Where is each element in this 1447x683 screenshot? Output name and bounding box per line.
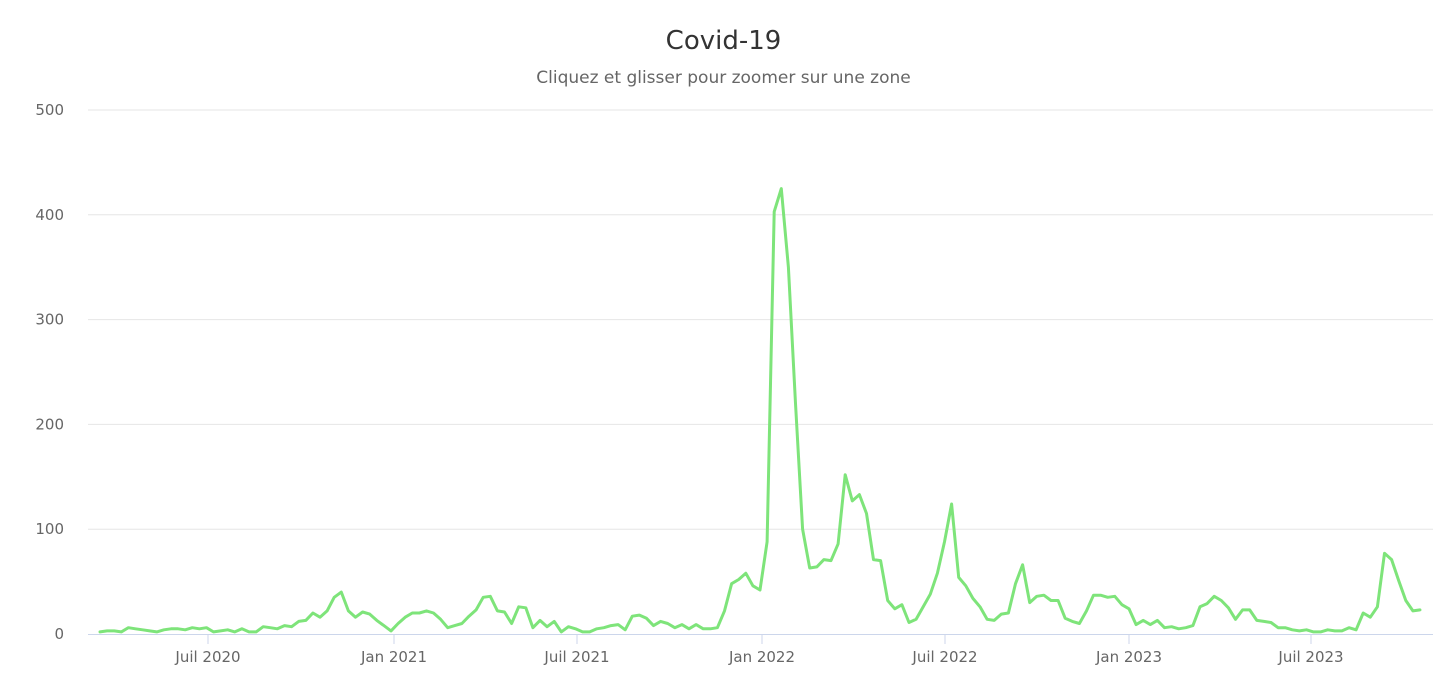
chart-title: Covid-19 [665, 26, 782, 56]
x-tick-label: Jan 2022 [728, 648, 795, 666]
y-tick-label: 300 [35, 311, 64, 329]
series-line-covid-19[interactable] [98, 187, 1422, 634]
x-tick-label: Juil 2021 [543, 648, 609, 666]
y-tick-label: 500 [35, 101, 64, 119]
chart-subtitle: Cliquez et glisser pour zoomer sur une z… [536, 68, 911, 88]
x-tick-label: Juil 2023 [1277, 648, 1343, 666]
y-tick-label: 400 [35, 206, 64, 224]
x-tick-label: Jan 2023 [1095, 648, 1162, 666]
x-tick-label: Jan 2021 [360, 648, 427, 666]
y-gridlines [88, 109, 1433, 530]
y-tick-label: 200 [35, 415, 64, 433]
y-tick-label: 100 [35, 520, 64, 538]
x-axis-labels: Juil 2020 Jan 2021 Juil 2021 Jan 2022 Juil 2… [174, 634, 1344, 666]
x-tick-label: Juil 2022 [911, 648, 977, 666]
x-tick-label: Juil 2020 [174, 648, 240, 666]
y-axis-labels: 0 100 200 300 400 500 [35, 101, 64, 643]
y-tick-label: 0 [54, 625, 64, 643]
